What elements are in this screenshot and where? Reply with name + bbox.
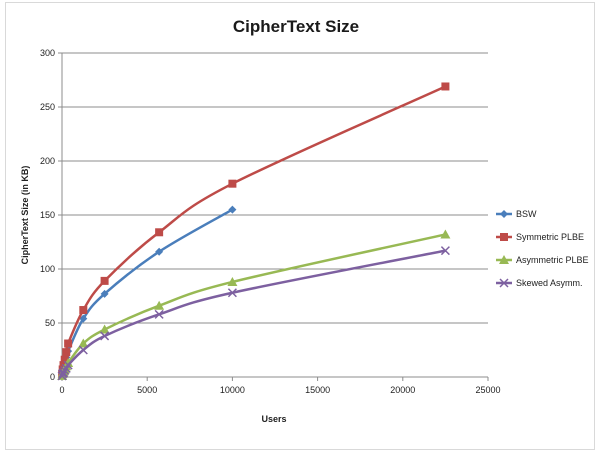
data-point-skewed-asymm <box>227 288 237 298</box>
x-tick-labels: 0 5000 10000 15000 20000 25000 <box>59 385 500 395</box>
axes <box>61 53 489 381</box>
x-marker-stroke <box>227 288 237 298</box>
data-point-skewed-asymm <box>100 331 110 341</box>
series-asymmetric-plbe <box>57 229 451 380</box>
data-point-symmetric-plbe <box>155 228 164 237</box>
legend-label-skewed-asymm: Skewed Asymm. <box>516 278 583 288</box>
y-tick-label: 300 <box>40 48 55 58</box>
legend-marker-skewed-asymm <box>499 278 509 288</box>
data-point-skewed-asymm <box>154 309 164 319</box>
data-point-bsw <box>228 205 237 214</box>
y-tick-label: 0 <box>50 372 55 382</box>
y-tick-label: 50 <box>45 318 55 328</box>
x-tick-label: 0 <box>59 385 64 395</box>
legend-item-asymmetric-plbe: Asymmetric PLBE <box>496 255 589 265</box>
chart-title: CipherText Size <box>233 17 359 36</box>
legend: BSW Symmetric PLBE Asymmetric PLBE Skewed A… <box>496 209 589 288</box>
data-point-symmetric-plbe <box>79 306 88 315</box>
x-tick-label: 10000 <box>220 385 245 395</box>
x-marker-stroke <box>499 278 509 288</box>
legend-marker-symmetric-plbe <box>500 233 508 241</box>
series-line-symmetric-plbe <box>60 85 446 374</box>
x-axis-label: Users <box>261 414 286 424</box>
x-marker-stroke <box>154 309 164 319</box>
data-point-asymmetric-plbe <box>227 276 238 286</box>
data-point-asymmetric-plbe <box>440 229 451 239</box>
series-skewed-asymm <box>57 246 450 381</box>
data-point-asymmetric-plbe <box>63 357 74 367</box>
legend-item-skewed-asymm: Skewed Asymm. <box>496 278 583 288</box>
y-axis-label: CipherText Size (in KB) <box>20 166 30 265</box>
data-point-symmetric-plbe <box>62 348 71 357</box>
legend-label-symmetric-plbe: Symmetric PLBE <box>516 232 584 242</box>
x-marker-stroke <box>78 345 88 355</box>
data-point-skewed-asymm <box>440 246 450 256</box>
x-tick-label: 15000 <box>305 385 330 395</box>
x-marker-stroke <box>440 246 450 256</box>
data-point-symmetric-plbe <box>64 339 73 348</box>
data-point-bsw <box>100 289 109 298</box>
data-point-asymmetric-plbe <box>154 300 165 310</box>
series-symmetric-plbe <box>58 82 450 378</box>
y-tick-label: 200 <box>40 156 55 166</box>
x-tick-label: 25000 <box>475 385 500 395</box>
data-point-symmetric-plbe <box>228 179 237 188</box>
data-point-asymmetric-plbe <box>99 324 110 334</box>
y-tick-label: 250 <box>40 102 55 112</box>
y-tick-label: 100 <box>40 264 55 274</box>
data-point-bsw <box>155 247 164 256</box>
legend-item-symmetric-plbe: Symmetric PLBE <box>496 232 584 242</box>
x-marker-stroke <box>100 331 110 341</box>
legend-marker-bsw <box>500 210 508 218</box>
legend-label-bsw: BSW <box>516 209 537 219</box>
legend-marker-asymmetric-plbe <box>499 255 509 264</box>
data-point-symmetric-plbe <box>441 82 450 91</box>
data-point-symmetric-plbe <box>60 355 69 364</box>
legend-label-asymmetric-plbe: Asymmetric PLBE <box>516 255 589 265</box>
series-bsw <box>58 205 237 379</box>
data-point-skewed-asymm <box>63 360 73 370</box>
y-tick-label: 150 <box>40 210 55 220</box>
x-tick-label: 5000 <box>137 385 157 395</box>
data-point-asymmetric-plbe <box>78 338 89 348</box>
x-tick-label: 20000 <box>390 385 415 395</box>
chart-frame <box>5 2 595 450</box>
series-line-bsw <box>60 208 234 376</box>
series-group <box>57 82 451 381</box>
y-tick-labels: 0 50 100 150 200 250 300 <box>40 48 55 382</box>
series-line-asymmetric-plbe <box>60 233 446 377</box>
data-point-bsw <box>79 314 88 323</box>
data-point-skewed-asymm <box>78 345 88 355</box>
legend-item-bsw: BSW <box>496 209 537 219</box>
x-marker-stroke <box>63 360 73 370</box>
data-point-symmetric-plbe <box>100 276 109 285</box>
